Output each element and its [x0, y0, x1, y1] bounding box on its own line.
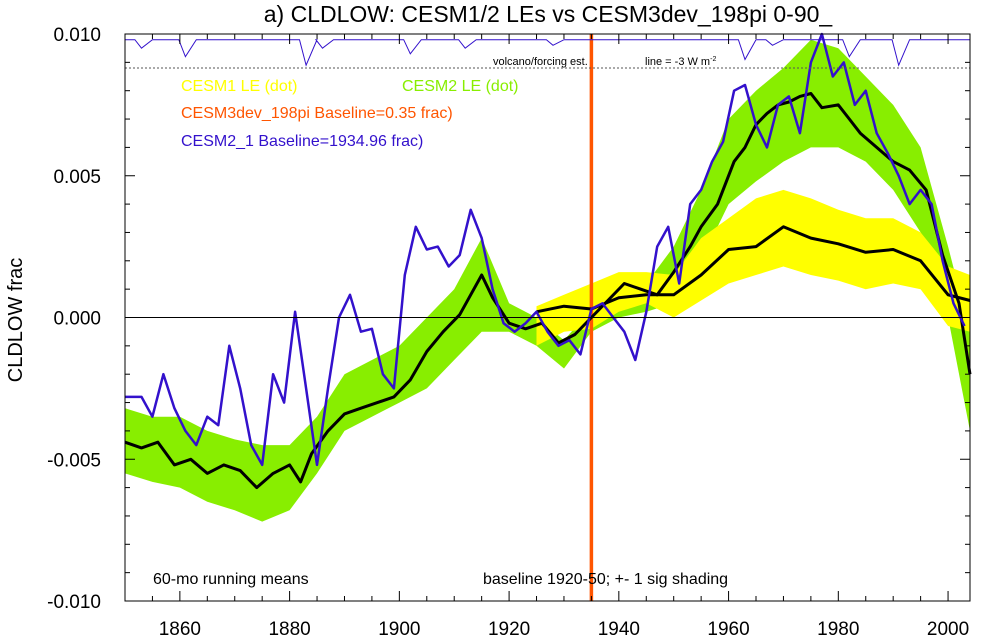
y-tick-label: 0.010: [53, 25, 101, 46]
x-tick-label: 1860: [159, 619, 201, 640]
axes: 1860 1880 1900 1920 1940 1960 1980 2000 0.010 0.0…: [47, 25, 970, 640]
y-tick-label: -0.005: [47, 450, 101, 471]
line-cesm2-1: [125, 32, 966, 467]
y-axis-label: CLDLOW frac: [5, 258, 27, 382]
legend-cesm1-le: CESM1 LE (dot): [181, 78, 297, 95]
running-means-note: 60-mo running means: [153, 571, 309, 588]
legend-cesm2-1: CESM2_1 Baseline=1934.96 frac): [181, 133, 423, 150]
volcano-scale-sup: -2: [710, 56, 716, 63]
band-cesm2-le: [125, 39, 970, 522]
chart-title: a) CLDLOW: CESM1/2 LEs vs CESM3dev_198pi…: [264, 1, 834, 27]
band-cesm1-le: [536, 189, 970, 346]
line-cesm2-le-mean: [124, 92, 972, 490]
volcano-scale-label: line = -3 W m-2: [645, 56, 716, 68]
x-tick-label: 1880: [268, 619, 310, 640]
x-tick-label: 1940: [598, 619, 640, 640]
series-lines: [124, 32, 972, 490]
y-tick-label: -0.010: [47, 592, 101, 613]
volcano-label: volcano/forcing est.: [493, 56, 588, 68]
volcano-forcing-lines: [125, 39, 970, 67]
x-tick-label: 1960: [707, 619, 749, 640]
line-cesm1-le-mean: [536, 225, 971, 314]
y-tick-label: 0.000: [53, 309, 101, 330]
volcano-scale-text: line = -3 W m: [645, 56, 710, 68]
legend-cesm3dev: CESM3dev_198pi Baseline=0.35 frac): [181, 105, 453, 122]
x-tick-label: 1980: [817, 619, 859, 640]
legend-cesm2-le: CESM2 LE (dot): [402, 78, 518, 95]
volcano-line: [125, 39, 970, 67]
shaded-bands: [125, 39, 970, 522]
x-tick-label: 2000: [927, 619, 969, 640]
y-tick-label: 0.005: [53, 167, 101, 188]
x-tick-label: 1900: [378, 619, 420, 640]
x-tick-label: 1920: [488, 619, 530, 640]
baseline-note: baseline 1920-50; +- 1 sig shading: [483, 571, 728, 588]
